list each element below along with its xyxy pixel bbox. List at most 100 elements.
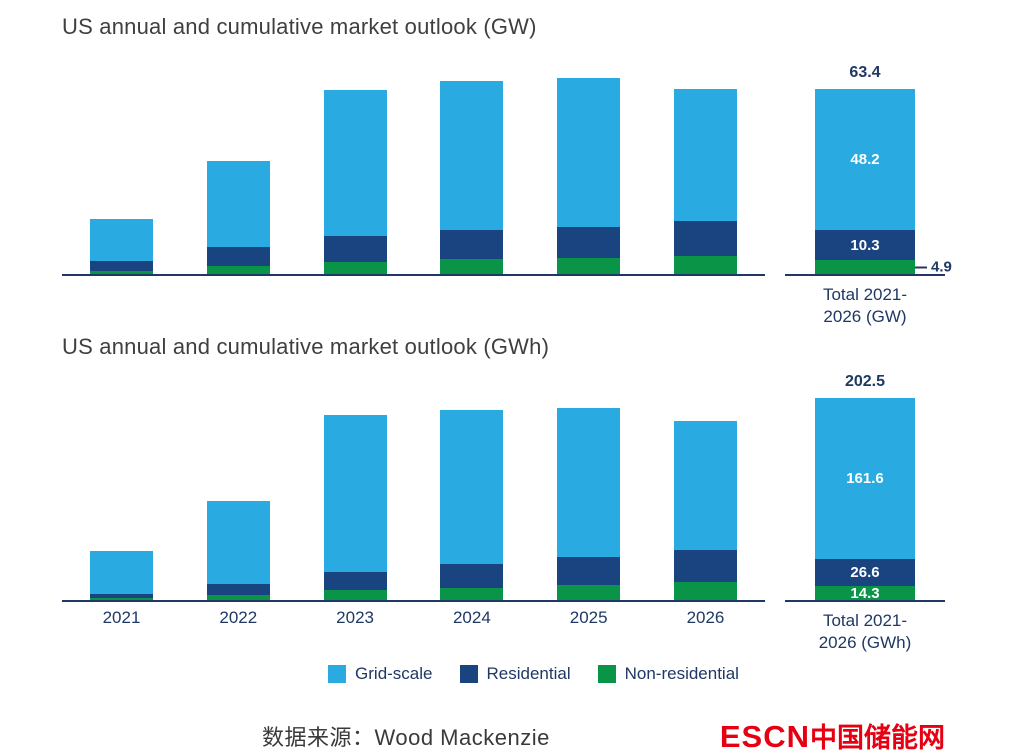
segment-residential [90, 261, 153, 271]
bar-slot-2022 [206, 501, 270, 601]
bar-slot-2022 [206, 161, 270, 274]
segment-grid-scale [557, 408, 621, 558]
segment-grid-scale [440, 81, 504, 230]
segment-grid-scale [206, 161, 270, 247]
total-value-label: 63.4 [849, 64, 881, 81]
bar-slot-2026 [673, 89, 737, 274]
bar-slot-2021 [90, 551, 153, 601]
segment-non-residential [557, 258, 621, 274]
total-segment-residential: 10.3 [815, 230, 915, 260]
year-labels: 2021 2022 2023 2024 2025 2026 [62, 608, 765, 628]
escn-logo: ESCN 中国储能网 [720, 716, 945, 755]
segment-value-label: 161.6 [846, 470, 884, 488]
total-value-label: 202.5 [844, 373, 886, 391]
segment-grid-scale [673, 89, 737, 221]
chart-gwh: US annual and cumulative market outlook … [62, 334, 945, 654]
stacked-bar-2025 [557, 78, 621, 274]
stacked-bar-2024 [440, 410, 504, 601]
bar-slot-2026 [673, 421, 737, 601]
segment-residential [673, 221, 737, 256]
escn-logo-cn: 中国储能网 [810, 723, 945, 754]
segment-non-residential [206, 595, 270, 601]
bar-slot-2023 [323, 415, 387, 601]
total-segment-grid-scale: 48.2 [815, 89, 915, 230]
data-source-text: 数据来源：Wood Mackenzie [262, 724, 550, 750]
year-label-2025: 2025 [569, 608, 608, 628]
segment-residential [557, 557, 621, 586]
stacked-bar-2025 [557, 408, 621, 601]
stacked-bar-2026 [673, 89, 737, 274]
segment-non-residential [206, 266, 270, 274]
total-segment-residential: 26.6 [815, 559, 915, 587]
total-segment-non-residential: 4.9 [815, 259, 952, 276]
stacked-bar-2023 [323, 90, 387, 274]
year-label-2023: 2023 [336, 608, 374, 628]
total-bar-caption: Total 2021- 2026 (GW) [822, 285, 908, 327]
segment-grid-scale [673, 421, 737, 551]
plot-area: 202.5 161.6 26.6 14.3 [62, 372, 945, 603]
segment-grid-scale [206, 501, 270, 585]
chart-title: US annual and cumulative market outlook … [62, 14, 537, 39]
year-label-2021: 2021 [102, 608, 141, 628]
segment-value-label: 4.9 [931, 258, 952, 276]
stacked-bar-2021 [90, 551, 153, 601]
year-label-2024: 2024 [452, 608, 491, 628]
stacked-bar-2026 [673, 421, 737, 601]
bar-slot-2025 [557, 78, 621, 274]
escn-logo-en: ESCN [719, 719, 810, 755]
segment-non-residential [323, 262, 387, 274]
axis-labels-row: 2021 2022 2023 2024 2025 2026 Total 2021- 202… [62, 602, 945, 654]
segment-non-residential [673, 582, 737, 601]
segment-non-residential [90, 271, 153, 274]
stacked-bar-2022 [206, 501, 270, 601]
legend-swatch-grid-scale [328, 665, 347, 684]
legend-label: Grid-scale [355, 664, 433, 684]
stacked-bar-2022 [206, 161, 270, 274]
segment-residential [440, 564, 504, 589]
segment-non-residential [440, 259, 504, 274]
segment-value-label: 26.6 [850, 564, 880, 582]
total-bar-area: 63.4 48.2 10.3 4.9 [785, 52, 952, 276]
segment-grid-scale [90, 551, 153, 595]
cumulative-total-bar: 161.6 26.6 14.3 [815, 398, 915, 602]
plot-area: 63.4 48.2 10.3 4.9 [62, 52, 952, 276]
segment-grid-scale [90, 219, 153, 261]
segment-residential [557, 227, 621, 258]
segment-value-callout: 4.9 [915, 259, 952, 276]
legend-swatch-residential [459, 665, 478, 684]
segment-residential [323, 236, 387, 262]
chart-gw: US annual and cumulative market outlook … [62, 14, 952, 328]
stacked-bar-2021 [90, 219, 153, 274]
segment-residential [323, 572, 387, 591]
segment-residential [206, 247, 270, 266]
segment-residential [673, 550, 737, 583]
segment-residential [90, 594, 153, 599]
callout-leader-line [915, 266, 927, 268]
annual-bars-area [62, 52, 765, 276]
legend-label: Residential [486, 664, 571, 684]
segment-residential [206, 584, 270, 596]
cumulative-total-bar: 48.2 10.3 4.9 [815, 89, 952, 276]
segment-grid-scale [323, 90, 387, 236]
total-segment-grid-scale: 161.6 [815, 398, 915, 560]
segment-non-residential [323, 590, 387, 601]
stacked-bar-2023 [323, 415, 387, 601]
axis-labels-row: Total 2021- 2026 (GW) [62, 276, 945, 328]
bar-slot-2024 [440, 81, 504, 274]
legend-item-non-residential: Non-residential [597, 664, 739, 684]
bar-slot-2021 [90, 219, 153, 274]
legend-swatch-non-residential [597, 665, 616, 684]
year-label-2026: 2026 [686, 608, 725, 628]
segment-residential [440, 230, 504, 259]
segment-grid-scale [323, 415, 387, 573]
segment-value-label: 14.3 [850, 584, 880, 602]
segment-non-residential [557, 585, 621, 601]
total-bar-area: 202.5 161.6 26.6 14.3 [785, 372, 945, 603]
footer: 数据来源：Wood Mackenzie ESCN 中国储能网 [62, 716, 945, 755]
segment-value-label: 48.2 [850, 151, 880, 168]
legend: Grid-scale Residential Non-residential [122, 664, 945, 684]
chart-title: US annual and cumulative market outlook … [62, 334, 550, 360]
bar-slot-2025 [557, 408, 621, 601]
segment-non-residential [90, 598, 153, 601]
annual-bars-area [62, 372, 765, 603]
